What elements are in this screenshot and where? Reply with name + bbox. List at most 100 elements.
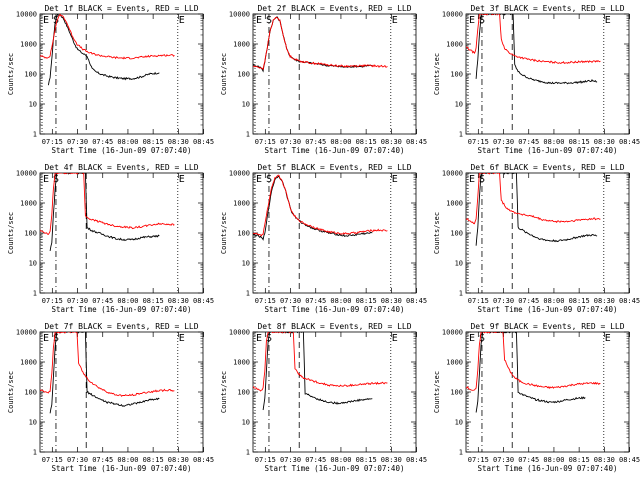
y-tick-label: 10 bbox=[29, 419, 37, 427]
x-tick-label: 08:15 bbox=[569, 138, 590, 146]
panel-title: Det 7f BLACK = Events, RED = LLD bbox=[44, 322, 198, 331]
x-tick-label: 07:45 bbox=[518, 456, 539, 464]
x-tick-label: 07:15 bbox=[255, 138, 276, 146]
marker-label: E bbox=[256, 333, 262, 344]
plot-frame bbox=[252, 331, 417, 453]
x-axis-label: Start Time (16-Jun-09 07:07:40) bbox=[52, 305, 192, 314]
x-axis-label: Start Time (16-Jun-09 07:07:40) bbox=[52, 464, 192, 473]
x-tick-label: 07:30 bbox=[67, 456, 88, 464]
marker-label: E bbox=[392, 333, 398, 344]
x-tick-label: 08:45 bbox=[619, 297, 640, 305]
x-axis-label: Start Time (16-Jun-09 07:07:40) bbox=[52, 146, 192, 155]
x-tick-label: 08:15 bbox=[356, 456, 377, 464]
marker-label: E bbox=[256, 15, 262, 26]
marker-label: E bbox=[605, 15, 611, 26]
plot-frame bbox=[465, 172, 630, 294]
y-tick-label: 1 bbox=[33, 290, 37, 298]
series-events-line bbox=[475, 14, 598, 85]
y-tick-label: 10 bbox=[242, 260, 250, 268]
y-tick-label: 10 bbox=[29, 260, 37, 268]
x-tick-label: 08:15 bbox=[356, 138, 377, 146]
x-tick-label: 08:45 bbox=[406, 456, 427, 464]
y-tick-label: 1000 bbox=[20, 200, 37, 208]
x-tick-label: 08:15 bbox=[143, 297, 164, 305]
y-tick-label: 1000 bbox=[20, 359, 37, 367]
x-tick-label: 08:45 bbox=[193, 138, 214, 146]
panel-title: Det 2f BLACK = Events, RED = LLD bbox=[257, 4, 411, 13]
detector-panel: Det 7f BLACK = Events, RED = LLD 1 10 100 10… bbox=[7, 322, 214, 473]
y-axis-label: Counts/sec bbox=[433, 53, 441, 95]
x-tick-label: 07:15 bbox=[468, 297, 489, 305]
y-tick-label: 1 bbox=[33, 131, 37, 139]
series-events-line bbox=[475, 173, 598, 246]
detector-panel: Det 6f BLACK = Events, RED = LLD 1 10 100 10… bbox=[433, 163, 640, 314]
y-tick-label: 100 bbox=[450, 71, 463, 79]
plot-frame bbox=[39, 172, 204, 294]
x-tick-label: 08:45 bbox=[193, 297, 214, 305]
y-tick-label: 10 bbox=[455, 419, 463, 427]
x-tick-label: 08:45 bbox=[406, 138, 427, 146]
x-tick-label: 08:00 bbox=[543, 138, 564, 146]
series-lld-line bbox=[253, 332, 388, 392]
plot-frame bbox=[465, 331, 630, 453]
x-tick-label: 07:45 bbox=[92, 456, 113, 464]
y-tick-label: 100 bbox=[24, 230, 37, 238]
series-events-line bbox=[49, 173, 160, 251]
detector-panel: Det 1f BLACK = Events, RED = LLD 1 10 100 10… bbox=[7, 4, 214, 155]
y-axis-label: Counts/sec bbox=[220, 371, 228, 413]
x-tick-label: 07:30 bbox=[493, 456, 514, 464]
y-axis-label: Counts/sec bbox=[220, 212, 228, 254]
series-lld-line bbox=[466, 173, 601, 225]
y-tick-label: 1000 bbox=[233, 359, 250, 367]
y-tick-label: 1 bbox=[246, 290, 250, 298]
y-tick-label: 1 bbox=[459, 131, 463, 139]
y-tick-label: 100 bbox=[24, 389, 37, 397]
x-tick-label: 08:00 bbox=[117, 456, 138, 464]
series-events-line bbox=[262, 332, 373, 411]
x-tick-label: 07:30 bbox=[280, 297, 301, 305]
y-tick-label: 1 bbox=[33, 449, 37, 457]
y-tick-label: 10000 bbox=[442, 170, 463, 178]
x-tick-label: 08:30 bbox=[594, 297, 615, 305]
marker-label: E bbox=[256, 174, 262, 185]
plot-frame bbox=[252, 13, 417, 135]
y-tick-label: 100 bbox=[237, 230, 250, 238]
y-tick-label: 10 bbox=[455, 260, 463, 268]
y-axis-label: Counts/sec bbox=[433, 212, 441, 254]
x-tick-label: 08:45 bbox=[406, 297, 427, 305]
series-lld-line bbox=[466, 332, 601, 391]
x-axis-label: Start Time (16-Jun-09 07:07:40) bbox=[478, 305, 618, 314]
y-axis-label: Counts/sec bbox=[433, 371, 441, 413]
y-tick-label: 10000 bbox=[16, 329, 37, 337]
x-tick-label: 07:30 bbox=[67, 138, 88, 146]
x-tick-label: 08:45 bbox=[619, 138, 640, 146]
x-axis-label: Start Time (16-Jun-09 07:07:40) bbox=[265, 464, 405, 473]
x-axis-label: Start Time (16-Jun-09 07:07:40) bbox=[478, 464, 618, 473]
x-tick-label: 08:30 bbox=[594, 456, 615, 464]
x-tick-label: 08:00 bbox=[330, 297, 351, 305]
marker-label: E bbox=[605, 174, 611, 185]
y-tick-label: 10000 bbox=[16, 170, 37, 178]
marker-label: S bbox=[479, 174, 485, 185]
y-tick-label: 10000 bbox=[16, 11, 37, 19]
panel-title: Det 4f BLACK = Events, RED = LLD bbox=[44, 163, 198, 172]
x-tick-label: 07:45 bbox=[92, 138, 113, 146]
x-axis-label: Start Time (16-Jun-09 07:07:40) bbox=[265, 305, 405, 314]
panel-title: Det 6f BLACK = Events, RED = LLD bbox=[470, 163, 624, 172]
detector-panel: Det 3f BLACK = Events, RED = LLD 1 10 100 10… bbox=[433, 4, 640, 155]
y-axis-label: Counts/sec bbox=[7, 212, 15, 254]
x-tick-label: 07:45 bbox=[305, 138, 326, 146]
y-tick-label: 10000 bbox=[442, 329, 463, 337]
y-tick-label: 1000 bbox=[233, 200, 250, 208]
marker-label: E bbox=[392, 15, 398, 26]
y-tick-label: 1000 bbox=[446, 41, 463, 49]
y-tick-label: 10000 bbox=[229, 329, 250, 337]
x-tick-label: 07:15 bbox=[468, 138, 489, 146]
panel-title: Det 8f BLACK = Events, RED = LLD bbox=[257, 322, 411, 331]
x-tick-label: 07:45 bbox=[92, 297, 113, 305]
y-tick-label: 1 bbox=[246, 131, 250, 139]
series-events-line bbox=[475, 332, 586, 413]
detector-panel: Det 4f BLACK = Events, RED = LLD 1 10 100 10… bbox=[7, 163, 214, 314]
marker-label: S bbox=[479, 15, 485, 26]
